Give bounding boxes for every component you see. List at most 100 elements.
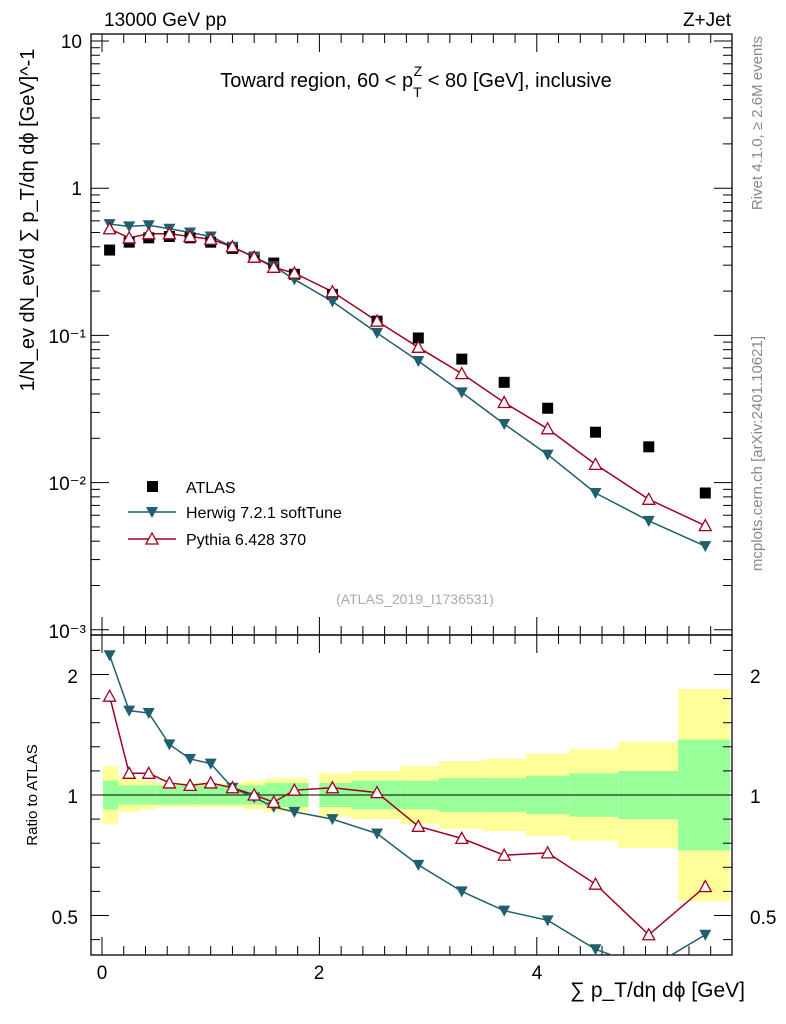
herwig-point [371,327,384,339]
pythia-point [287,265,302,279]
legend-herwig-label: Herwig 7.2.1 softTune [186,505,342,522]
herwig-point [589,487,602,499]
herwig-ratio-point [541,915,554,927]
herwig-ratio-point [589,944,602,956]
atlas-point [498,376,510,388]
y-axis-label: 1/N_ev dN_ev/d ∑ p_T/dη dϕ [GeV]^-1 [17,49,39,392]
pythia-point [369,313,385,327]
legend-herwig-marker [146,507,158,518]
ratio-tick-label-1-right: 1 [750,787,761,808]
herwig-ratio-point [326,814,339,826]
herwig-point [699,541,712,553]
herwig-point [541,449,554,461]
y-tick-label-0p1: 10⁻¹ [49,327,87,348]
atlas-point [412,332,424,344]
pythia-ratio-point [162,775,177,789]
herwig-ratio-point [371,828,384,840]
ratio-tick-label-2: 2 [67,667,78,688]
pythia-ratio-point [225,780,240,794]
x-axis-label-text: ∑ p_T/dη dϕ [GeV] [570,979,745,1002]
herwig-ratio-point [163,739,176,751]
herwig-point [642,515,655,527]
herwig-ratio-point [412,859,425,871]
pythia-point [454,366,469,380]
atlas-point [104,244,116,256]
y-tick-label-0p01: 10⁻² [49,474,87,495]
pythia-point [141,226,156,240]
atlas-point [643,441,655,453]
plot-title: Toward region, 60 < pTZ < 80 [GeV], incl… [220,63,612,100]
herwig-point [455,387,468,399]
herwig-ratio-point [184,753,197,765]
herwig-ratio-point [204,758,217,770]
legend-atlas-marker [147,481,158,492]
side-text-bottom: mcplots.cern.ch [arXiv:2401.10621] [749,336,766,571]
pythia-ratio-point [102,688,117,702]
pythia-point [588,457,603,471]
legend-atlas-label: ATLAS [186,480,236,497]
pythia-ratio-point [411,818,426,832]
atlas-point [699,487,711,499]
pythia-ratio-point [247,787,262,801]
ratio-tick-label-2-right: 2 [750,667,761,688]
herwig-point [498,419,511,431]
pythia-point [698,518,713,532]
pythia-ratio-point [287,782,302,796]
pythia-point [162,226,177,240]
legend-pythia-label: Pythia 6.428 370 [186,532,306,549]
pythia-point [411,339,426,353]
herwig-point [142,220,155,232]
pythia-point [497,395,512,409]
pythia-ratio-point [698,879,713,893]
pythia-ratio-point [122,765,137,779]
pythia-ratio-point [203,775,218,789]
pythia-point [122,230,137,244]
analysis-reference: (ATLAS_2019_I1736531) [336,591,494,607]
y-tick-label-10: 10 [61,32,82,53]
side-text-top: Rivet 4.1.0, ≥ 2.6M events [749,36,766,210]
herwig-ratio-point [498,905,511,917]
ratio-tick-label-1: 1 [67,787,78,808]
series-layer [102,219,713,956]
legend-pythia-marker [144,531,160,545]
ratio-tick-label-0p5: 0.5 [52,908,78,929]
x-tick-label-2: 2 [314,963,325,984]
pythia-ratio-point [141,765,156,779]
pythia-point [225,239,240,253]
pythia-point [540,421,555,435]
herwig-ratio-point [142,708,155,720]
legend: ATLAS Herwig 7.2.1 softTune Pythia 6.428… [128,480,342,549]
ratio-tick-label-0p5-right: 0.5 [750,908,776,929]
pythia-ratio-point [588,876,603,890]
pythia-point [182,229,198,243]
x-tick-label-0: 0 [97,963,108,984]
pythia-point [266,259,281,273]
atlas-point [456,353,468,365]
y-tick-label-1: 1 [71,179,82,200]
atlas-point [542,402,554,414]
herwig-point [123,221,136,233]
ratio-y-axis-label: Ratio to ATLAS [24,744,41,845]
header-left: 13000 GeV pp [104,10,227,31]
herwig-point [412,356,425,368]
pythia-ratio-point [325,780,340,794]
herwig-ratio-point [699,929,712,941]
herwig-ratio-point [103,650,116,662]
pythia-ratio-point [540,845,555,859]
pythia-ratio-point [454,831,469,845]
herwig-ratio-point [288,806,301,818]
axis-ticks [91,34,732,955]
pythia-point [203,231,218,245]
y-tick-label-0p001: 10⁻³ [49,622,87,643]
pythia-point [102,221,117,235]
pythia-ratio-point [497,847,512,861]
x-axis-label: ∑ p_T/dη dϕ [GeV] [570,979,745,1002]
pythia-ratio-point [266,794,281,808]
herwig-curve-group [109,223,706,547]
pythia-point [325,284,340,298]
herwig-point [326,296,339,308]
herwig-ratio-point [455,886,468,898]
pythia-ratio-point [641,927,656,941]
pythia-ratio-point [182,778,198,792]
